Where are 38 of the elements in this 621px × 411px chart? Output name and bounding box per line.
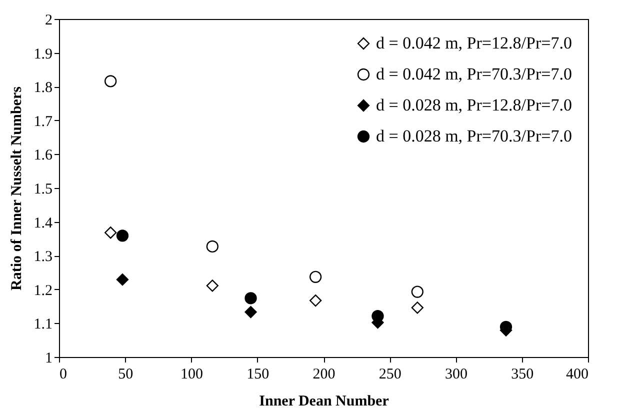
- y-tick-label: 1.1: [34, 316, 52, 333]
- point: [244, 292, 257, 304]
- y-axis-title: Ratio of Inner Nusselt Numbers: [8, 86, 25, 290]
- y-tick-label: 1.7: [34, 114, 53, 130]
- y-tick-label: 1.6: [34, 148, 53, 164]
- y-tick-label: 1: [45, 350, 52, 366]
- legend-label: d = 0.028 m, Pr=70.3/Pr=7.0: [376, 126, 572, 146]
- x-tick-label: 350: [511, 366, 534, 382]
- point: [244, 306, 257, 318]
- legend-label: d = 0.028 m, Pr=12.8/Pr=7.0: [376, 96, 572, 114]
- point: [116, 230, 129, 242]
- point: [104, 75, 117, 88]
- x-tick-label: 0: [60, 366, 67, 382]
- x-tick-label: 100: [180, 366, 203, 382]
- point: [411, 286, 424, 298]
- x-tick-label: 300: [445, 366, 468, 382]
- point: [206, 240, 218, 253]
- legend-label: d = 0.042 m, Pr=12.8/Pr=7.0: [376, 34, 572, 52]
- point: [411, 302, 424, 314]
- x-tick-label: 250: [378, 366, 402, 382]
- x-tick-label: 200: [312, 366, 336, 382]
- point: [309, 294, 322, 307]
- legend-label: d = 0.042 m, Pr=70.3/Pr=7.0: [376, 64, 572, 84]
- x-tick-label: 150: [246, 366, 270, 382]
- point: [104, 226, 117, 239]
- x-tick-label: 50: [118, 366, 134, 382]
- y-tick-label: 2: [45, 12, 52, 28]
- point: [116, 274, 129, 286]
- y-tick-label: 1.9: [34, 46, 52, 62]
- point: [206, 280, 218, 292]
- point: [309, 270, 322, 283]
- y-tick-label: 1.3: [34, 249, 52, 266]
- y-tick-label: 1.2: [34, 282, 52, 299]
- y-tick-label: 1.5: [34, 182, 52, 198]
- x-tick-label: 400: [566, 366, 588, 382]
- y-tick-label: 1.4: [34, 215, 53, 232]
- y-tick-label: 1.8: [34, 80, 52, 96]
- x-axis-title: Inner Dean Number: [259, 394, 390, 410]
